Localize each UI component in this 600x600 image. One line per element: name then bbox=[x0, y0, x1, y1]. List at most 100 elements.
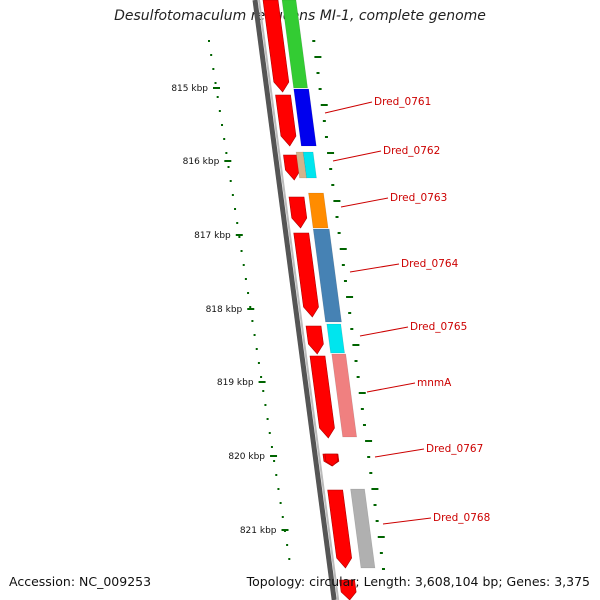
label-leader-line bbox=[340, 197, 389, 208]
label-leader-line bbox=[359, 326, 409, 337]
gc-dot bbox=[281, 516, 284, 518]
gene-label: Dred_0765 bbox=[410, 321, 467, 333]
gene-track bbox=[281, 0, 376, 569]
gc-dash bbox=[350, 328, 354, 330]
cds-arrow bbox=[288, 196, 308, 229]
gc-dash bbox=[341, 264, 345, 266]
label-leader-line bbox=[349, 263, 400, 273]
gene-block bbox=[350, 488, 376, 569]
gc-dot bbox=[262, 390, 265, 392]
gene-label: Dred_0767 bbox=[426, 443, 483, 455]
gc-dash bbox=[333, 200, 341, 202]
gc-dot bbox=[257, 362, 260, 364]
gc-dot bbox=[208, 40, 210, 42]
gc-dot bbox=[214, 82, 217, 84]
gc-dash bbox=[348, 312, 352, 314]
gene-label: Dred_0761 bbox=[374, 96, 431, 108]
cds-arrow bbox=[275, 94, 297, 147]
tick-label: 817 kbp bbox=[194, 231, 231, 241]
gc-dot bbox=[253, 334, 256, 336]
gc-dot bbox=[270, 446, 273, 448]
gc-dash bbox=[322, 120, 326, 122]
gc-dot bbox=[216, 96, 219, 98]
gene-labels: Dred_0761 Dred_0762 Dred_0763 Dred_0764 Dred… bbox=[324, 96, 490, 525]
accession-text: Accession: NC_009253 bbox=[9, 574, 152, 589]
tick-label: 819 kbp bbox=[217, 378, 254, 388]
gc-dot bbox=[273, 460, 276, 462]
gc-dash bbox=[343, 280, 347, 282]
genome-backbone bbox=[252, 0, 340, 600]
gc-dash bbox=[375, 520, 379, 522]
gene-label: Dred_0762 bbox=[383, 145, 440, 157]
tick-label: 818 kbp bbox=[206, 305, 243, 315]
gc-dash bbox=[381, 568, 385, 570]
label-leader-line bbox=[332, 150, 382, 162]
gc-dot bbox=[240, 250, 243, 252]
gene-block bbox=[326, 323, 345, 354]
gc-dash bbox=[360, 408, 364, 410]
gc-dash bbox=[327, 152, 335, 154]
gc-dot bbox=[238, 236, 241, 238]
gc-dot bbox=[266, 418, 269, 420]
gc-dash bbox=[314, 56, 322, 58]
gc-dot bbox=[279, 502, 282, 504]
cds-arrow bbox=[339, 579, 357, 600]
gc-dot bbox=[268, 432, 271, 434]
gene-block bbox=[312, 228, 342, 323]
cds-arrow bbox=[283, 154, 301, 181]
gc-dot bbox=[264, 404, 267, 406]
gc-dash bbox=[324, 136, 328, 138]
gc-dash bbox=[318, 88, 322, 90]
gc-dash bbox=[379, 552, 383, 554]
label-leader-line bbox=[374, 448, 425, 458]
gc-dash bbox=[377, 536, 385, 538]
gc-dot bbox=[255, 348, 258, 350]
gc-dash bbox=[329, 168, 333, 170]
gene-block-accent bbox=[295, 151, 307, 179]
cds-arrow bbox=[309, 355, 335, 439]
gene-block bbox=[331, 353, 358, 438]
genome-stats-text: Topology: circular; Length: 3,608,104 bp… bbox=[246, 574, 590, 589]
tick-label: 821 kbp bbox=[240, 526, 277, 536]
kbp-ticks: 815 kbp 816 kbp 817 kbp 818 kbp 819 kbp 820 k… bbox=[171, 84, 289, 536]
gc-dash bbox=[365, 440, 373, 442]
gene-label: Dred_0768 bbox=[433, 512, 490, 524]
gc-dot bbox=[227, 166, 230, 168]
gc-dot bbox=[236, 222, 239, 224]
gc-dash bbox=[367, 456, 371, 458]
gene-label: Dred_0764 bbox=[401, 258, 459, 270]
backbone-line bbox=[252, 0, 337, 600]
gc-dot bbox=[249, 306, 252, 308]
gene-label: mnmA bbox=[417, 377, 452, 389]
label-leader-line bbox=[366, 382, 416, 393]
cds-arrow bbox=[262, 0, 290, 93]
gene-block bbox=[308, 192, 329, 229]
gc-dot bbox=[212, 68, 215, 70]
gc-dot bbox=[242, 264, 245, 266]
gc-dash bbox=[356, 376, 360, 378]
gc-dot bbox=[288, 558, 291, 560]
gc-dot bbox=[221, 124, 224, 126]
gc-dot bbox=[286, 544, 289, 546]
gc-dot bbox=[229, 180, 232, 182]
gc-dash bbox=[337, 232, 341, 234]
backbone-highlight bbox=[258, 0, 340, 600]
gc-dot bbox=[251, 320, 254, 322]
gc-dash bbox=[362, 424, 366, 426]
gc-dash bbox=[373, 504, 377, 506]
gc-dot bbox=[260, 376, 263, 378]
gc-dot bbox=[234, 208, 237, 210]
gc-dash bbox=[335, 216, 339, 218]
cds-arrow bbox=[305, 325, 324, 355]
cds-arrow bbox=[293, 232, 319, 318]
gc-dash bbox=[346, 296, 354, 298]
gc-dot bbox=[210, 54, 213, 56]
gc-dot bbox=[231, 194, 234, 196]
gc-dash bbox=[352, 344, 360, 346]
gc-dash bbox=[354, 360, 358, 362]
gc-dash bbox=[331, 184, 335, 186]
gc-dash bbox=[320, 104, 328, 106]
gene-label: Dred_0763 bbox=[390, 192, 447, 204]
previous-gene-block bbox=[281, 0, 308, 89]
